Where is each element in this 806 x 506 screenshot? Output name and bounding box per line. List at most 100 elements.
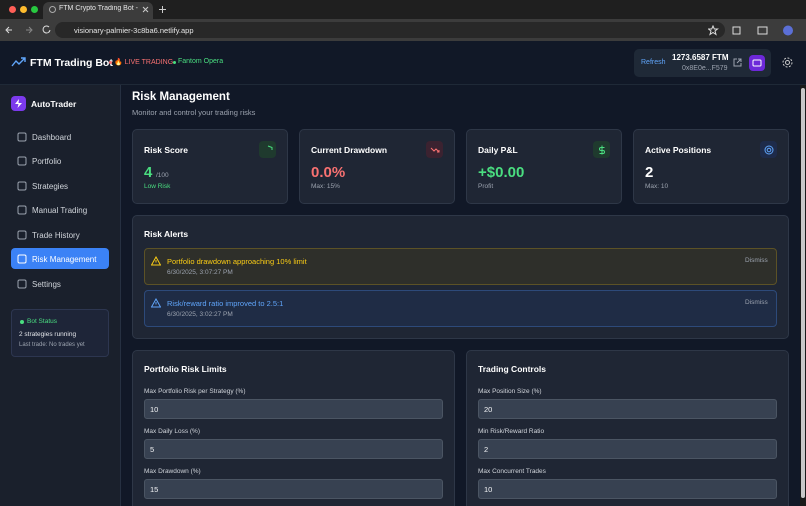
card-icon-bg	[259, 141, 276, 158]
dismiss-button[interactable]: Dismiss	[745, 299, 768, 306]
alerts-title: Risk Alerts	[144, 229, 189, 239]
input-field[interactable]	[144, 439, 443, 459]
panel-title: Trading Controls	[478, 364, 546, 374]
refresh-button[interactable]: Refresh	[641, 59, 666, 66]
field-label: Max Daily Loss (%)	[144, 428, 200, 435]
nav-icon	[17, 230, 27, 240]
nav-icon	[17, 156, 27, 166]
live-status: 🔥 LIVE TRADING	[114, 59, 174, 66]
nav-item[interactable]: Portfolio	[32, 157, 62, 166]
card-note: Max: 15%	[311, 183, 340, 190]
panel-title: Portfolio Risk Limits	[144, 364, 227, 374]
nav-icon	[17, 181, 27, 191]
alert-message: Portfolio drawdown approaching 10% limit	[167, 257, 307, 266]
nav-item[interactable]: Trade History	[32, 231, 80, 240]
url[interactable]: visionary-palmier-3c8ba6.netlify.app	[74, 26, 194, 35]
external-link[interactable]	[733, 58, 742, 67]
nav-icon	[17, 254, 27, 264]
close-dot[interactable]	[9, 6, 16, 13]
input-value[interactable]: 2	[484, 445, 489, 454]
field-label: Max Portfolio Risk per Strategy (%)	[144, 388, 246, 395]
wallet-icon	[752, 59, 762, 67]
card-value: 0.0%	[311, 164, 346, 181]
tab-close[interactable]	[142, 6, 149, 13]
zoom-dot[interactable]	[31, 6, 38, 13]
balance: 1273.6587 FTM	[672, 53, 729, 62]
card-note: Low Risk	[144, 183, 171, 190]
minimize-dot[interactable]	[20, 6, 27, 13]
field-label: Min Risk/Reward Ratio	[478, 428, 545, 435]
input-field[interactable]	[478, 479, 777, 499]
tab-bar	[0, 0, 806, 19]
page-subtitle: Monitor and control your trading risks	[132, 108, 256, 117]
bot-status-box	[11, 309, 109, 357]
settings-gear[interactable]	[782, 57, 793, 68]
input-value[interactable]: 10	[484, 485, 493, 494]
card-icon	[430, 147, 440, 153]
scrollbar-thumb[interactable]	[801, 88, 805, 498]
nav-icon	[17, 205, 27, 215]
nav-item[interactable]: Dashboard	[32, 133, 72, 142]
card-unit: /100	[156, 172, 169, 179]
nav-icon	[17, 279, 27, 289]
card-icon-bg	[760, 141, 777, 158]
alert	[144, 248, 777, 285]
page-title: Risk Management	[132, 91, 230, 103]
tab-title: FTM Crypto Trading Bot - Au	[59, 5, 139, 12]
dismiss-button[interactable]: Dismiss	[745, 257, 768, 264]
brand-icon	[11, 57, 26, 67]
app-logo-icon	[15, 99, 22, 108]
input-value[interactable]: 20	[484, 405, 493, 414]
bot-status-dot	[20, 320, 24, 324]
browser-icons[interactable]	[708, 25, 798, 36]
nav-item[interactable]: Strategies	[32, 182, 69, 191]
card-value: 4	[144, 164, 153, 181]
card-title: Active Positions	[645, 145, 712, 155]
field-label: Max Drawdown (%)	[144, 468, 201, 475]
sidebar	[0, 85, 121, 506]
alert-message: Risk/reward ratio improved to 2.5:1	[167, 299, 284, 308]
input-value[interactable]: 5	[150, 445, 155, 454]
card-icon	[267, 145, 273, 150]
nav-item[interactable]: Settings	[32, 280, 61, 289]
card-title: Daily P&L	[478, 145, 518, 155]
card-value: 2	[645, 164, 654, 181]
tab-icon	[49, 6, 56, 13]
network-dot	[173, 61, 176, 64]
card-value: +$0.00	[478, 164, 525, 181]
address: 0x8E0e...F579	[682, 65, 728, 72]
input-field[interactable]	[478, 439, 777, 459]
field-label: Max Concurrent Trades	[478, 468, 546, 475]
card-title: Current Drawdown	[311, 145, 388, 155]
alert-time: 6/30/2025, 3:02:27 PM	[167, 311, 233, 318]
input-value[interactable]: 10	[150, 405, 159, 414]
input-value[interactable]: 15	[150, 485, 159, 494]
field-label: Max Position Size (%)	[478, 388, 542, 395]
alert-time: 6/30/2025, 3:07:27 PM	[167, 269, 233, 276]
wallet-box	[634, 49, 771, 77]
app-name: AutoTrader	[31, 99, 77, 109]
input-field[interactable]	[144, 479, 443, 499]
nav-active-bg[interactable]	[11, 248, 109, 269]
alert	[144, 290, 777, 327]
brand: FTM Trading Bot	[30, 57, 113, 69]
card-icon-bg	[426, 141, 443, 158]
bot-status-title: Bot Status	[27, 318, 57, 325]
new-tab[interactable]	[158, 5, 167, 14]
nav-item[interactable]: Manual Trading	[32, 206, 88, 215]
input-field[interactable]	[144, 399, 443, 419]
wallet-button[interactable]	[749, 55, 765, 71]
card-title: Risk Score	[144, 145, 188, 155]
alert-icon	[151, 256, 161, 266]
nav-buttons[interactable]	[5, 25, 55, 35]
alert-icon	[151, 298, 161, 308]
tab[interactable]	[43, 2, 153, 19]
url-field[interactable]	[55, 22, 725, 38]
nav-item[interactable]: Risk Management	[32, 255, 97, 264]
nav-icon	[17, 132, 27, 142]
card-icon	[764, 145, 774, 155]
bot-status-last-trade: Last trade: No trades yet	[19, 342, 85, 348]
input-field[interactable]	[478, 399, 777, 419]
card-note: Max: 10	[645, 183, 669, 190]
